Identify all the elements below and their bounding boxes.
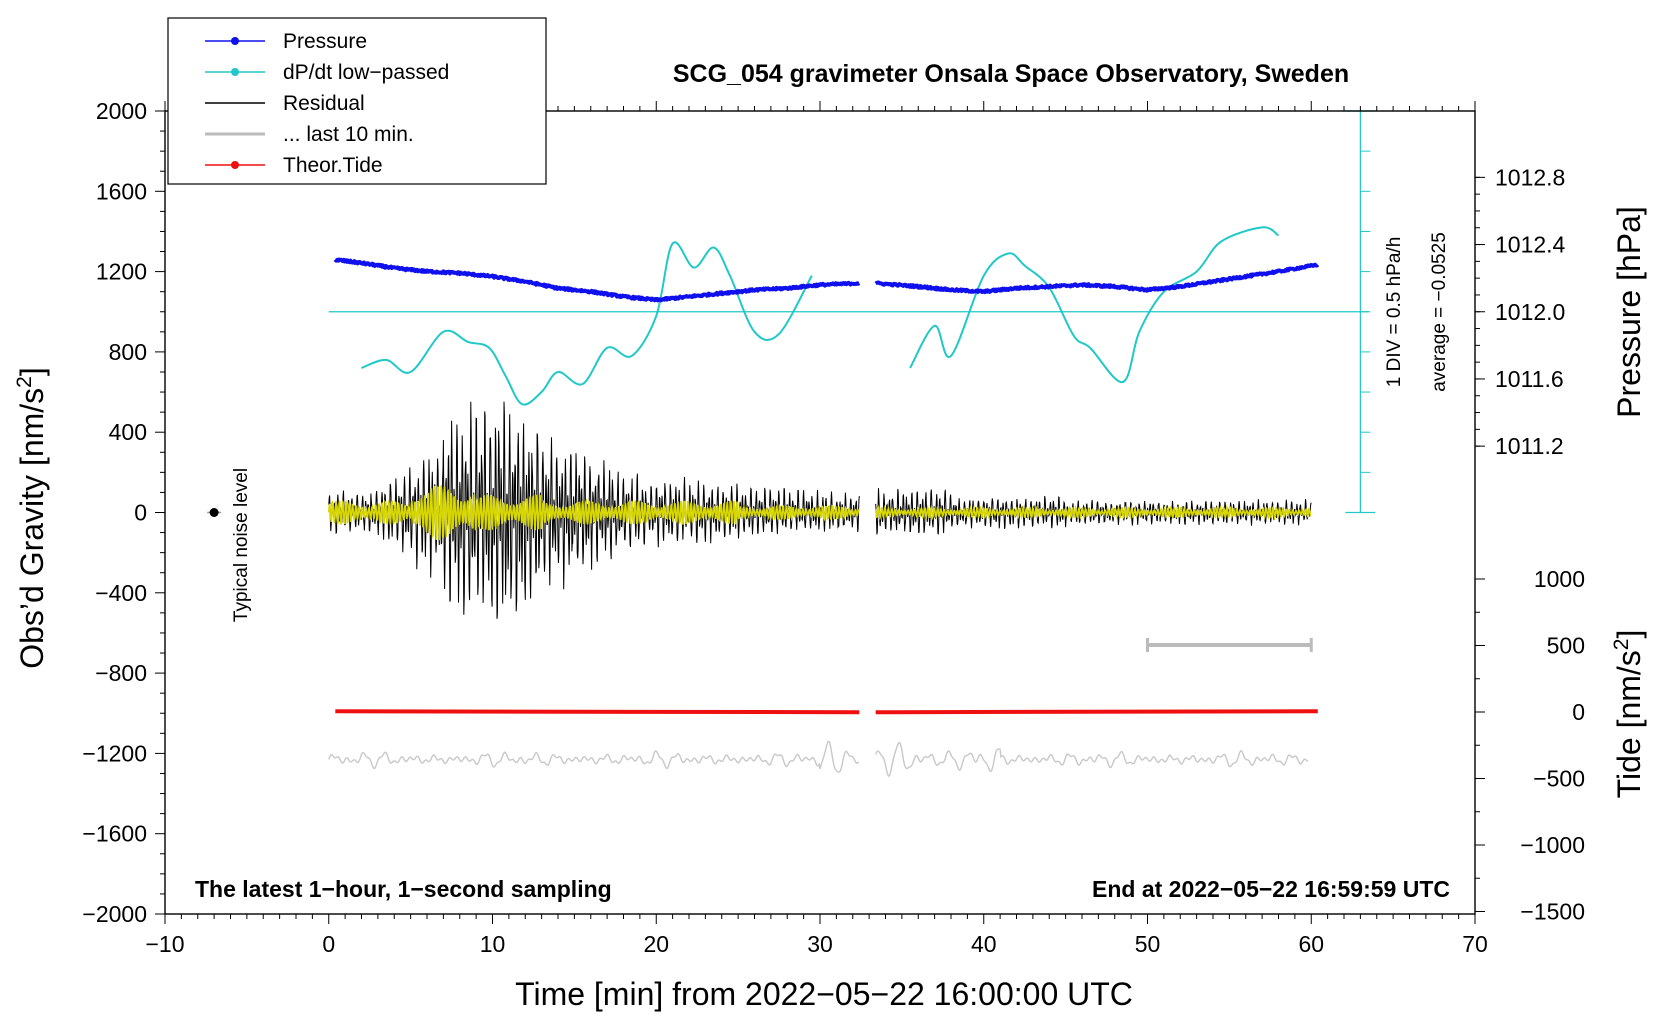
lower-trace-line <box>875 741 1309 778</box>
pressure-line <box>333 257 861 303</box>
x-tick-label: 60 <box>1298 931 1324 957</box>
y-tick-label: 800 <box>109 339 147 365</box>
end-time-note: End at 2022−05−22 16:59:59 UTC <box>1092 876 1450 902</box>
y-tick-label: 400 <box>109 419 147 445</box>
y-tick-label: −1600 <box>82 821 147 847</box>
x-tick-label: 70 <box>1462 931 1488 957</box>
pressure-tick-label: 1011.2 <box>1495 433 1564 459</box>
sampling-note: The latest 1−hour, 1−second sampling <box>195 876 612 902</box>
y-axis-label-pressure: Pressure [hPa] <box>1611 206 1647 418</box>
pressure-line <box>874 262 1320 295</box>
legend-label: ... last 10 min. <box>283 123 414 146</box>
div-scale-annotation: 1 DIV = 0.5 hPa/h <box>1384 237 1405 388</box>
legend-marker <box>231 37 239 45</box>
svg-text:Obs’d Gravity [nm/s2]: Obs’d Gravity [nm/s2] <box>13 367 50 669</box>
svg-text:Typical noise level: Typical noise level <box>231 468 252 622</box>
svg-text:average = −0.0525: average = −0.0525 <box>1429 232 1450 392</box>
tide-tick-label: 0 <box>1572 699 1585 725</box>
chart-title: SCG_054 gravimeter Onsala Space Observat… <box>673 60 1349 88</box>
tide-tick-label: −500 <box>1533 766 1585 792</box>
y-tick-label: 1600 <box>96 178 147 204</box>
tide-tick-label: −1500 <box>1520 899 1585 925</box>
tide-tick-label: −1000 <box>1520 832 1585 858</box>
y-tick-label: −800 <box>95 660 147 686</box>
y-tick-label: 0 <box>134 500 147 526</box>
pressure-tick-label: 1011.6 <box>1495 366 1564 392</box>
svg-text:Tide [nm/s2]: Tide [nm/s2] <box>1610 630 1647 799</box>
legend-label: Pressure <box>283 30 367 53</box>
y-tick-label: 2000 <box>96 98 147 124</box>
noise-level-label: Typical noise level <box>231 468 252 622</box>
data-layer <box>207 110 1376 778</box>
y-axis-label-tide: Tide [nm/s2] <box>1610 630 1647 799</box>
x-tick-label: 20 <box>643 931 669 957</box>
dpdt-line <box>909 226 1280 384</box>
x-tick-label: −10 <box>145 931 184 957</box>
y-tick-label: −1200 <box>82 740 147 766</box>
tide-tick-label: 500 <box>1547 633 1585 659</box>
svg-text:Pressure [hPa]: Pressure [hPa] <box>1611 206 1647 418</box>
y-tick-label: −2000 <box>82 901 147 927</box>
x-axis-label: Time [min] from 2022−05−22 16:00:00 UTC <box>515 976 1133 1012</box>
tide-tick-label: 1000 <box>1534 566 1585 592</box>
x-tick-label: 30 <box>807 931 833 957</box>
pressure-tick-label: 1012.0 <box>1495 299 1565 325</box>
right-axes: 1011.2 1011.6 1012.0 1012.4 1012.8 −1500 −1000… <box>1475 164 1585 925</box>
x-tick-label: 0 <box>322 931 335 957</box>
legend-box <box>167 17 547 185</box>
pressure-tick-label: 1012.4 <box>1495 232 1566 258</box>
filtered-residual-line <box>328 485 860 541</box>
legend-label: dP/dt low−passed <box>283 61 449 84</box>
x-tick-label: 50 <box>1135 931 1161 957</box>
x-tick-label: 40 <box>971 931 997 957</box>
y-axis-label-left: Obs’d Gravity [nm/s2] <box>13 367 50 669</box>
legend-marker <box>231 161 239 169</box>
y-tick-label: −400 <box>95 580 147 606</box>
y-tick-label: 1200 <box>96 259 147 285</box>
theor-tide-line <box>335 709 860 715</box>
x-tick-label: 10 <box>480 931 506 957</box>
filtered-residual-line <box>874 504 1312 521</box>
average-annotation: average = −0.0525 <box>1429 232 1450 392</box>
residual-line <box>328 401 860 619</box>
legend-label: Theor.Tide <box>283 154 383 177</box>
pressure-tick-label: 1012.8 <box>1495 164 1565 190</box>
lower-trace-line <box>328 740 860 773</box>
svg-text:1 DIV = 0.5 hPa/h: 1 DIV = 0.5 hPa/h <box>1384 237 1405 388</box>
legend-marker <box>231 68 239 76</box>
legend-label: Residual <box>283 92 365 115</box>
dpdt-line <box>361 241 813 406</box>
noise-level-marker <box>209 508 219 517</box>
theor-tide-line <box>875 709 1318 715</box>
axis-ticks: −10 0 10 20 30 40 50 60 70 −2000 −1600 −1200 −800 −40… <box>82 98 1487 957</box>
legend: Pressure dP/dt low−passed Residual ... last… <box>167 17 547 185</box>
